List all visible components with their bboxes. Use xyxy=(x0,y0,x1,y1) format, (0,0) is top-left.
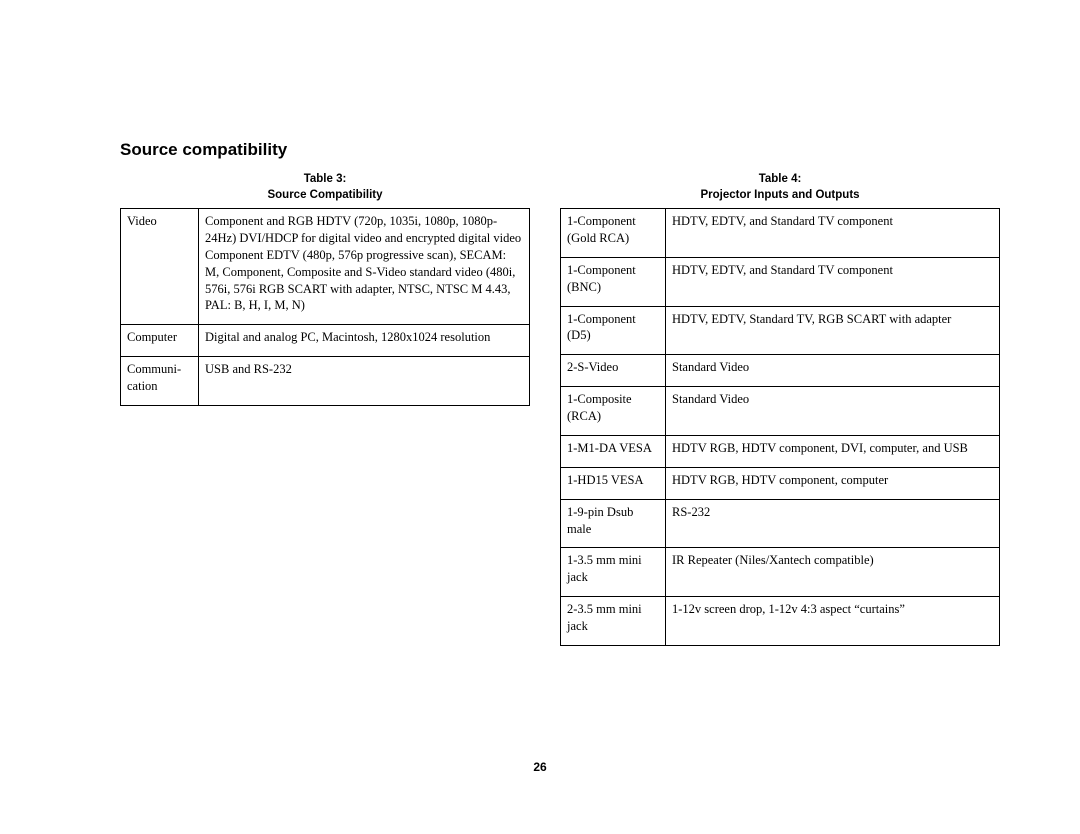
table4-cell-value: HDTV RGB, HDTV component, computer xyxy=(666,467,1000,499)
table4-cell-label: 2-S-Video xyxy=(561,355,666,387)
table4-cell-value: Standard Video xyxy=(666,387,1000,436)
table3-caption-line2: Source Compatibility xyxy=(267,189,382,201)
table4-cell-value: HDTV, EDTV, Standard TV, RGB SCART with … xyxy=(666,306,1000,355)
table-row: ComputerDigital and analog PC, Macintosh… xyxy=(121,325,530,357)
table-row: 1-M1-DA VESAHDTV RGB, HDTV component, DV… xyxy=(561,435,1000,467)
table3-cell-value: Digital and analog PC, Macintosh, 1280x1… xyxy=(199,325,530,357)
page-content: Source compatibility Table 3: Source Com… xyxy=(0,0,1080,686)
table-row: 1-3.5 mm mini jackIR Repeater (Niles/Xan… xyxy=(561,548,1000,597)
table-row: 1-Component (BNC)HDTV, EDTV, and Standar… xyxy=(561,257,1000,306)
table4-cell-label: 1-Component (BNC) xyxy=(561,257,666,306)
table-row: 2-3.5 mm mini jack1-12v screen drop, 1-1… xyxy=(561,597,1000,646)
table4-cell-value: HDTV, EDTV, and Standard TV component xyxy=(666,257,1000,306)
table4-cell-label: 1-M1-DA VESA xyxy=(561,435,666,467)
table4-cell-value: HDTV, EDTV, and Standard TV component xyxy=(666,209,1000,258)
table-row: Communi-cationUSB and RS-232 xyxy=(121,357,530,406)
section-title: Source compatibility xyxy=(120,140,1020,160)
table4-cell-value: Standard Video xyxy=(666,355,1000,387)
table-row: VideoComponent and RGB HDTV (720p, 1035i… xyxy=(121,209,530,325)
table3-caption-line1: Table 3: xyxy=(304,173,347,185)
table4: 1-Component (Gold RCA)HDTV, EDTV, and St… xyxy=(560,208,1000,646)
table3-caption: Table 3: Source Compatibility xyxy=(120,172,530,203)
table4-cell-value: IR Repeater (Niles/Xantech compatible) xyxy=(666,548,1000,597)
table4-caption-line1: Table 4: xyxy=(759,173,802,185)
table-row: 1-Composite (RCA)Standard Video xyxy=(561,387,1000,436)
table3-cell-label: Communi-cation xyxy=(121,357,199,406)
table4-cell-label: 1-HD15 VESA xyxy=(561,467,666,499)
table4-cell-label: 1-9-pin Dsub male xyxy=(561,499,666,548)
table4-cell-value: RS-232 xyxy=(666,499,1000,548)
right-column: Table 4: Projector Inputs and Outputs 1-… xyxy=(560,172,1000,646)
table3: VideoComponent and RGB HDTV (720p, 1035i… xyxy=(120,208,530,406)
table4-cell-label: 2-3.5 mm mini jack xyxy=(561,597,666,646)
two-column-layout: Table 3: Source Compatibility VideoCompo… xyxy=(120,172,1020,646)
page-number: 26 xyxy=(0,760,1080,774)
table4-cell-value: 1-12v screen drop, 1-12v 4:3 aspect “cur… xyxy=(666,597,1000,646)
table3-cell-value: Component and RGB HDTV (720p, 1035i, 108… xyxy=(199,209,530,325)
table-row: 1-Component (Gold RCA)HDTV, EDTV, and St… xyxy=(561,209,1000,258)
table4-cell-label: 1-Component (Gold RCA) xyxy=(561,209,666,258)
table4-cell-label: 1-Composite (RCA) xyxy=(561,387,666,436)
table3-cell-label: Video xyxy=(121,209,199,325)
table4-caption: Table 4: Projector Inputs and Outputs xyxy=(560,172,1000,203)
table-row: 1-9-pin Dsub maleRS-232 xyxy=(561,499,1000,548)
left-column: Table 3: Source Compatibility VideoCompo… xyxy=(120,172,530,646)
table-row: 1-Component (D5)HDTV, EDTV, Standard TV,… xyxy=(561,306,1000,355)
table4-cell-label: 1-Component (D5) xyxy=(561,306,666,355)
table3-cell-value: USB and RS-232 xyxy=(199,357,530,406)
table3-cell-label: Computer xyxy=(121,325,199,357)
table4-cell-value: HDTV RGB, HDTV component, DVI, computer,… xyxy=(666,435,1000,467)
table4-caption-line2: Projector Inputs and Outputs xyxy=(700,189,859,201)
table-row: 1-HD15 VESAHDTV RGB, HDTV component, com… xyxy=(561,467,1000,499)
table-row: 2-S-VideoStandard Video xyxy=(561,355,1000,387)
table4-cell-label: 1-3.5 mm mini jack xyxy=(561,548,666,597)
